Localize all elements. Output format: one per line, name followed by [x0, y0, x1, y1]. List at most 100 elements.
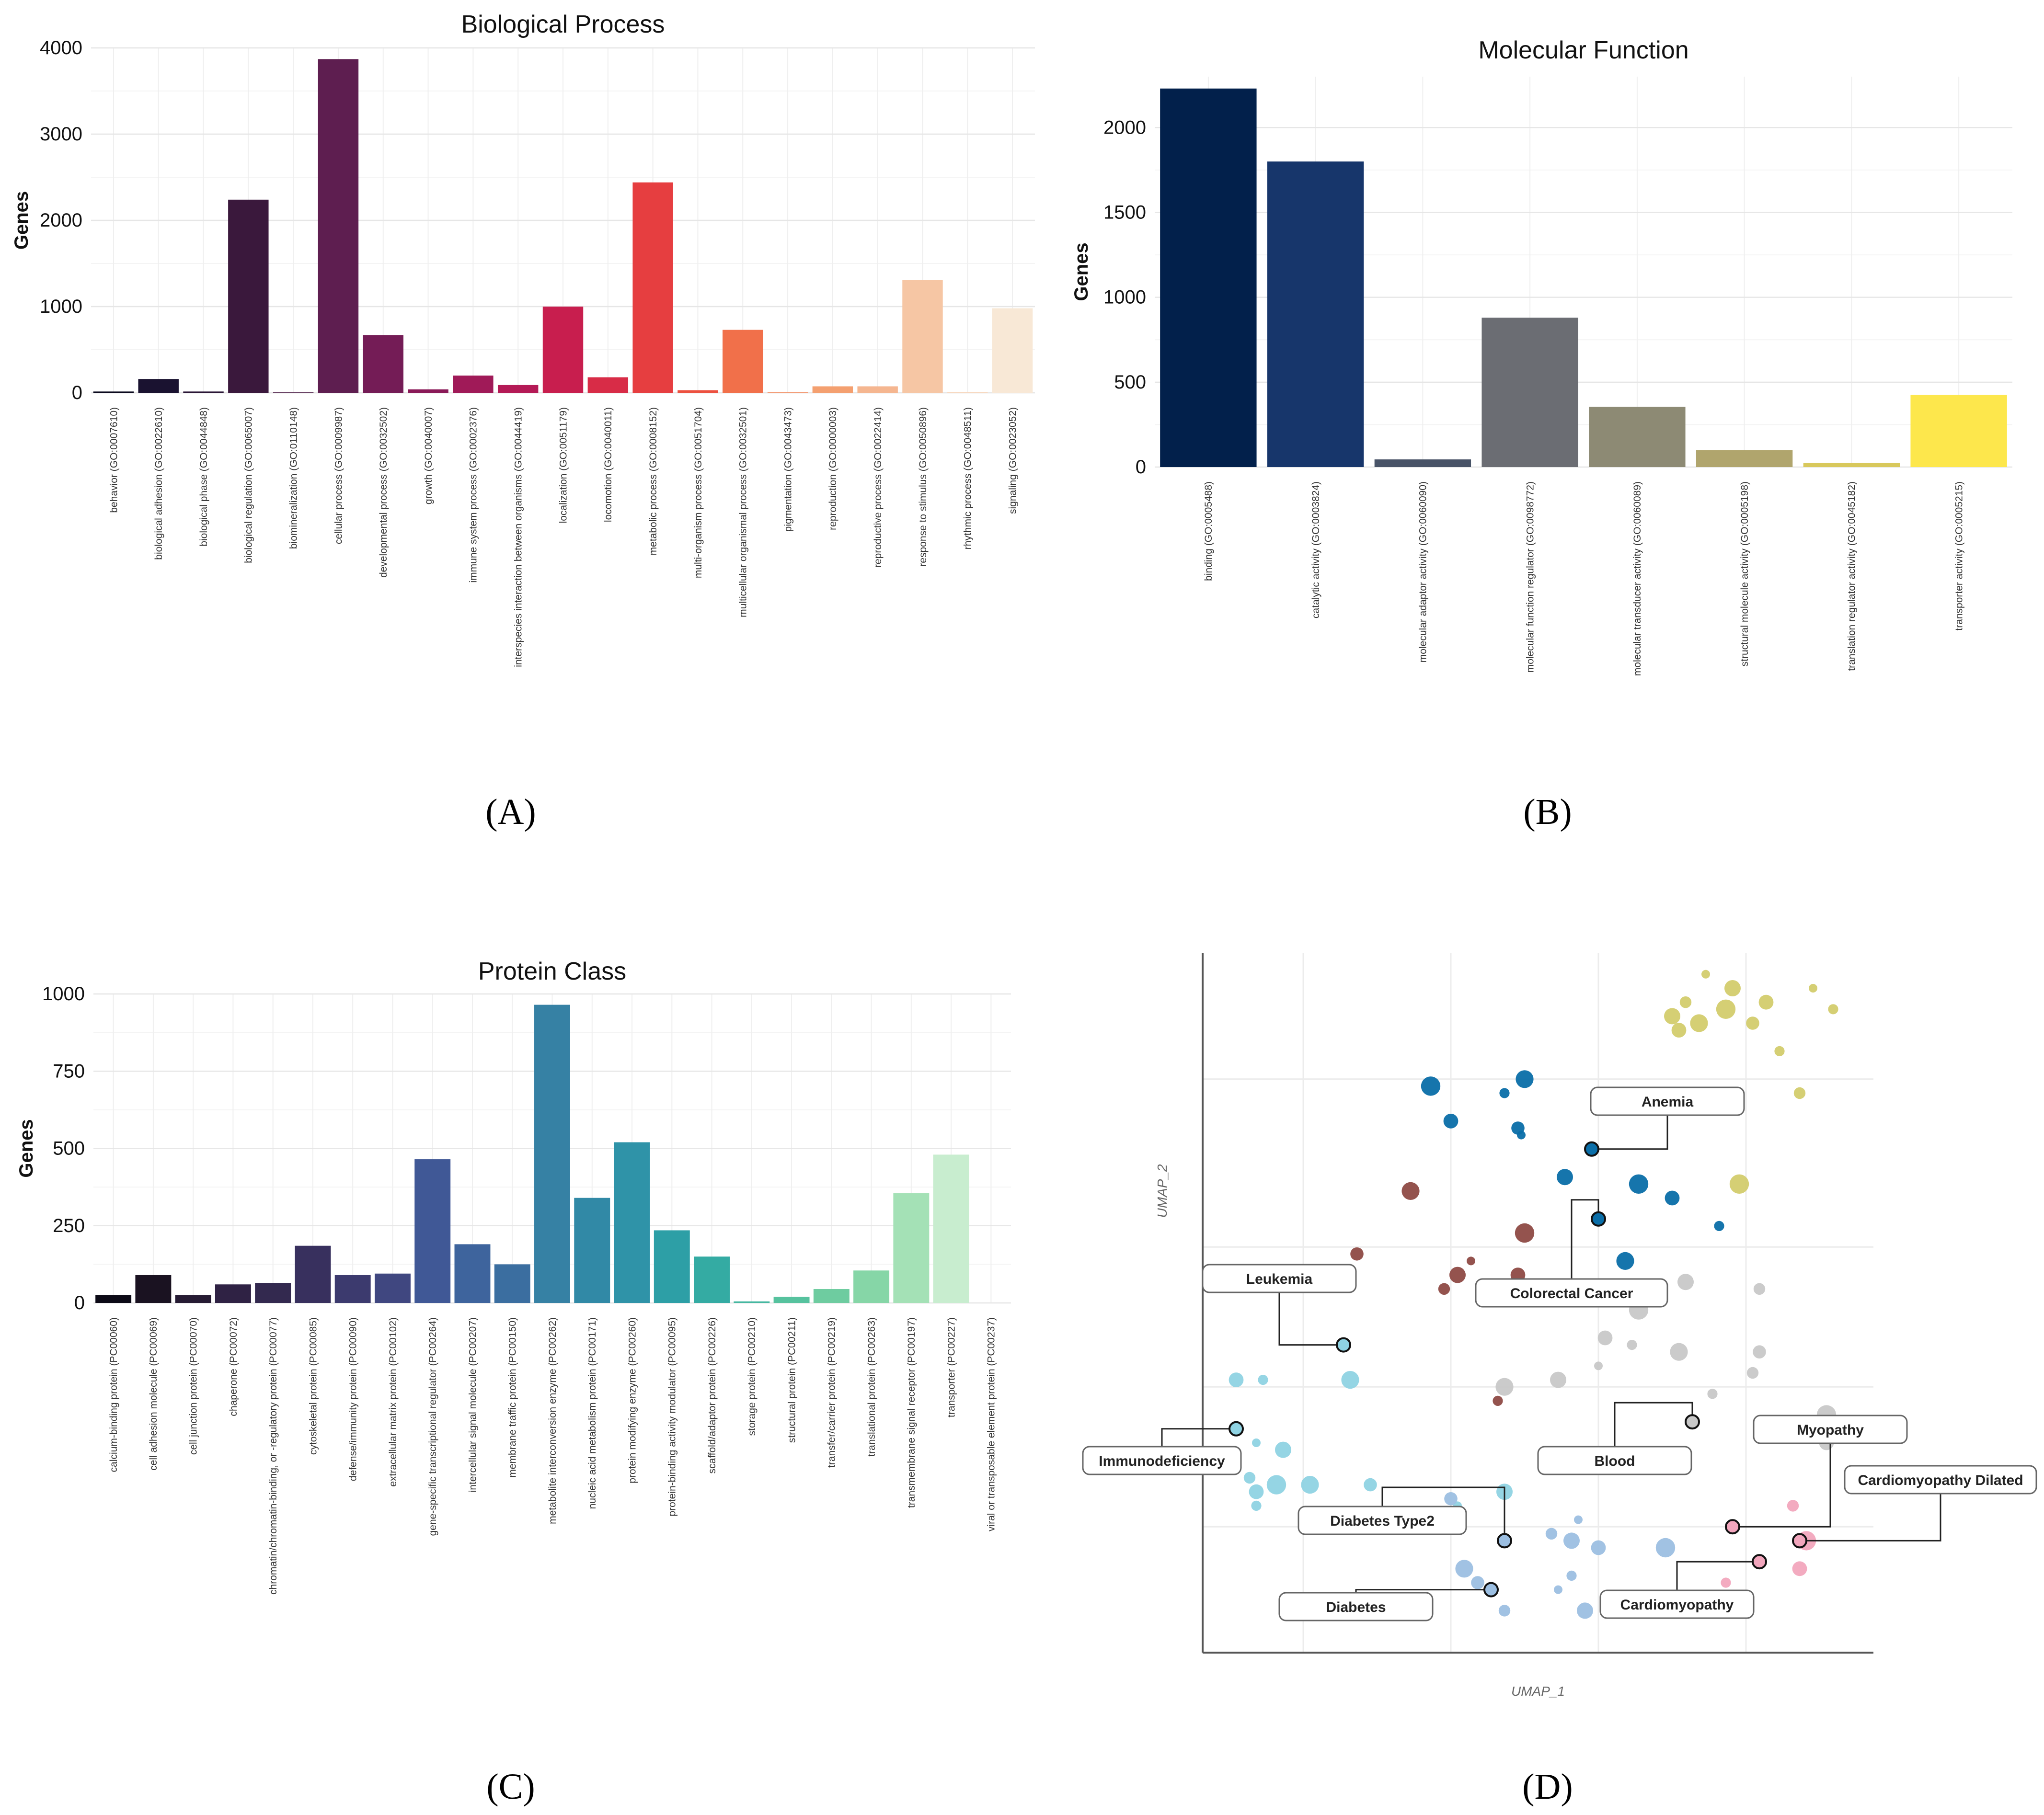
bar [767, 392, 808, 393]
callout-box [1753, 1415, 1908, 1444]
x-category-label: cell junction protein (PC00070) [188, 1317, 199, 1455]
callout-box [1590, 1086, 1745, 1116]
scatter-point [1721, 1577, 1731, 1588]
y-tick-label: 500 [1114, 372, 1146, 393]
scatter-point [1594, 1361, 1603, 1370]
bar [1160, 88, 1257, 468]
bar [228, 199, 269, 393]
panel-label-b: (B) [1523, 792, 1572, 832]
y-tick-label: 2000 [1103, 117, 1146, 138]
y-axis-label: Genes [11, 191, 32, 250]
scatter-point [1758, 994, 1774, 1010]
x-category-label: storage protein (PC00210) [746, 1317, 758, 1436]
scatter-point [1444, 1492, 1458, 1506]
bar [1803, 463, 1900, 467]
x-category-label: multicellular organismal process (GO:003… [738, 407, 749, 617]
callout-leader [1161, 1428, 1236, 1447]
scatter-point [1627, 1340, 1637, 1350]
callout-box [1298, 1506, 1467, 1535]
callout-marker [1725, 1519, 1740, 1535]
callout-box [1844, 1465, 2037, 1495]
bar [135, 1275, 172, 1303]
scatter-point [1443, 1114, 1458, 1129]
y-tick-label: 1000 [1103, 287, 1146, 308]
callout-box [1599, 1589, 1755, 1619]
bar [587, 377, 629, 393]
bar [494, 1264, 530, 1303]
x-category-label: signaling (GO:0023052) [1007, 407, 1018, 514]
scatter-point [1251, 1500, 1262, 1511]
bar [453, 376, 494, 393]
scatter-point [1616, 1252, 1634, 1270]
bar [893, 1193, 930, 1303]
scatter-point [1258, 1375, 1268, 1385]
panel-a-group: 0 1000 2000 3000 4000 behavior (GO:0007610) bi… [11, 11, 1035, 667]
scatter-point [1467, 1256, 1475, 1266]
x-category-label: biological regulation (GO:0065007) [243, 407, 254, 563]
x-category-label: viral or transposable element protein (P… [986, 1317, 997, 1531]
bar [215, 1284, 251, 1303]
panel-b-group: 0 500 1000 1500 2000 binding (GO:0005488) cata… [1071, 36, 2012, 676]
scatter-point [1671, 1023, 1687, 1038]
scatter-point [1563, 1532, 1580, 1549]
scatter-point [1664, 1008, 1680, 1025]
bar [93, 391, 134, 393]
scatter-point [1243, 1472, 1256, 1484]
panel-label-d: (D) [1522, 1767, 1573, 1807]
y-tick-label: 750 [53, 1061, 85, 1082]
scatter-point [1495, 1378, 1514, 1396]
bar [1481, 318, 1578, 467]
callout-label: Myopathy [1797, 1422, 1864, 1438]
callout-box [1475, 1278, 1668, 1308]
scatter-point [1753, 1345, 1766, 1358]
x-category-label: transporter (PC00227) [946, 1317, 957, 1417]
x-category-label: scaffold/adaptor protein (PC00226) [707, 1317, 718, 1473]
scatter-point [1471, 1576, 1484, 1589]
x-category-label: immune system process (GO:0002376) [468, 407, 479, 582]
x-category-label: behavior (GO:0007610) [108, 407, 119, 513]
y-tick-label: 2000 [40, 210, 82, 231]
scatter-point [1498, 1605, 1511, 1617]
scatter-point [1591, 1540, 1606, 1555]
scatter-point [1275, 1441, 1291, 1458]
bar [175, 1295, 211, 1303]
x-category-label: reproduction (GO:0000003) [827, 407, 838, 530]
x-category-label: locomotion (GO:0040011) [603, 407, 614, 522]
panel-label-c: (C) [486, 1767, 535, 1807]
scatter-point [1515, 1223, 1535, 1243]
x-category-label: translation regulator activity (GO:00451… [1847, 481, 1858, 671]
scatter-point [1774, 1046, 1785, 1056]
x-category-label: response to stimulus (GO:0050896) [918, 407, 929, 567]
bar [1696, 450, 1793, 467]
callout-marker [1229, 1421, 1244, 1437]
bar [95, 1295, 132, 1303]
panel-label-a: (A) [485, 792, 536, 832]
bar [857, 386, 898, 393]
scatter-point [1787, 1500, 1799, 1512]
x-category-label: gene-specific transcriptional regulator … [427, 1317, 438, 1536]
y-tick-label: 1000 [42, 983, 85, 1005]
x-category-label: nucleic acid metabolism protein (PC00171… [587, 1317, 598, 1509]
bar [853, 1270, 890, 1303]
callout-label: Blood [1595, 1453, 1635, 1469]
scatter-point [1252, 1438, 1261, 1447]
bar [273, 392, 314, 393]
scatter-point [1266, 1475, 1286, 1495]
x-category-label: membrane traffic protein (PC00150) [507, 1317, 518, 1478]
x-category-label: calcium-binding protein (PC00060) [108, 1317, 119, 1472]
scatter-point [1550, 1371, 1566, 1388]
scatter-point [1793, 1087, 1806, 1099]
scatter-point [1597, 1330, 1613, 1346]
callout-leader [1800, 1494, 1941, 1541]
scatter-point [1729, 1174, 1749, 1194]
scatter-point [1690, 1014, 1708, 1032]
callout-leader [1733, 1443, 1831, 1528]
scatter-point [1670, 1343, 1688, 1361]
x-category-label: molecular adaptor activity (GO:0060090) [1418, 481, 1429, 662]
x-category-label: defense/immunity protein (PC00090) [348, 1317, 359, 1481]
bar [1267, 161, 1364, 467]
scatter-point [1574, 1515, 1583, 1524]
scatter-point [1746, 1367, 1759, 1379]
x-category-label: metabolic process (GO:0008152) [648, 407, 659, 555]
